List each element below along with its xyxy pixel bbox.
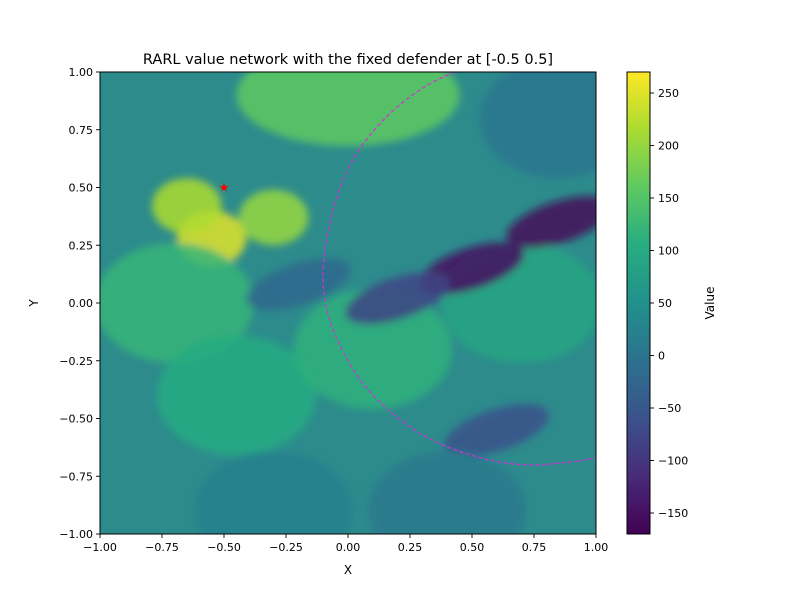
x-tick-label: −0.50 (207, 541, 241, 554)
y-tick-label: 0.75 (69, 124, 94, 137)
value-region-region (157, 335, 316, 456)
value-region-trough (345, 272, 450, 325)
colorbar-label: Value (703, 287, 717, 320)
colorbar: −150 −100 −50 0 50 100 150 200 250 Value (626, 71, 717, 535)
x-tick-label: 0.75 (522, 541, 547, 554)
y-tick-label: −1.00 (59, 528, 93, 541)
boundary-curve (322, 72, 596, 466)
defender-star-marker (219, 182, 229, 192)
y-tick-label: −0.25 (59, 355, 93, 368)
x-tick-label: −0.75 (145, 541, 179, 554)
y-axis-label: Y (27, 299, 41, 308)
value-region-trough (444, 404, 550, 457)
y-tick-label: 0.00 (69, 297, 94, 310)
value-region-peak (238, 189, 309, 246)
colorbar-tick-label: 50 (658, 297, 672, 310)
value-region-trough (246, 258, 351, 311)
colorbar-tick-label: −100 (658, 455, 688, 468)
x-axis-label: X (344, 563, 352, 577)
value-region-ridge (236, 72, 460, 146)
value-region-region (293, 289, 453, 410)
value-region-region (194, 450, 353, 534)
value-region-peak (152, 178, 222, 234)
value-region-trough (506, 196, 596, 249)
y-tick-label: −0.50 (59, 413, 93, 426)
chart-title: RARL value network with the fixed defend… (143, 52, 553, 68)
y-tick-label: −0.75 (59, 470, 93, 483)
heatmap-field (100, 72, 596, 534)
colorbar-tick-label: 100 (658, 245, 679, 258)
value-region-region (367, 450, 527, 534)
value-region-region (479, 72, 596, 179)
x-tick-label: −0.25 (269, 541, 303, 554)
x-tick-label: 0.25 (398, 541, 423, 554)
y-tick-label: 1.00 (69, 66, 94, 79)
heatmap-field-layer (100, 72, 596, 534)
y-tick-label: 0.50 (69, 182, 94, 195)
colorbar-ticks: −150 −100 −50 0 50 100 150 200 250 (650, 87, 688, 520)
colorbar-tick-label: 150 (658, 192, 679, 205)
y-axis-ticks: −1.00 −0.75 −0.50 −0.25 0.00 0.25 0.50 0.75 1.00 (59, 66, 100, 541)
x-tick-label: 1.00 (584, 541, 609, 554)
x-tick-label: 0.00 (336, 541, 361, 554)
colorbar-tick-label: 250 (658, 87, 679, 100)
value-region-region (100, 242, 254, 364)
x-tick-label: 0.50 (460, 541, 485, 554)
colorbar-tick-label: 200 (658, 140, 679, 153)
colorbar-tick-label: −50 (658, 402, 681, 415)
colorbar-tick-label: −150 (658, 507, 688, 520)
x-tick-label: −1.00 (83, 541, 117, 554)
x-axis-ticks: −1.00 −0.75 −0.50 −0.25 0.00 0.25 0.50 0.75 1.00 (83, 534, 608, 554)
colorbar-tick-label: 0 (658, 350, 665, 363)
overlay-layer (219, 72, 596, 466)
colorbar-gradient (627, 72, 650, 534)
y-tick-label: 0.25 (69, 239, 94, 252)
